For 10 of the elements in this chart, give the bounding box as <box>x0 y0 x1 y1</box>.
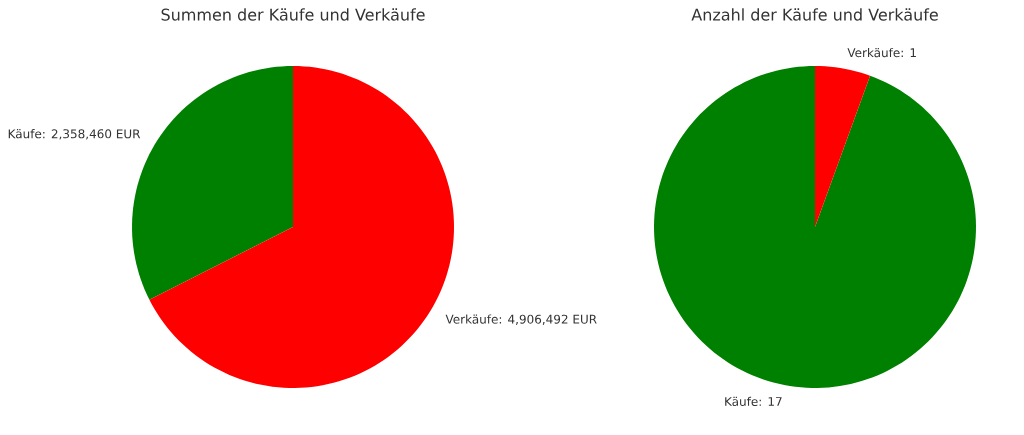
chart-title: Anzahl der Käufe und Verkäufe <box>691 8 938 21</box>
chart-title: Summen der Käufe und Verkäufe <box>161 8 425 21</box>
data-label: : 1 <box>901 48 916 58</box>
slice-label: Käufe <box>8 129 42 139</box>
slice-label: Verkäufe <box>445 314 498 324</box>
slice-label: Käufe <box>725 396 758 407</box>
slice-label: Verkäufe <box>847 47 900 58</box>
data-label: : 2,358,460 EUR <box>43 129 141 140</box>
data-label: : 17 <box>759 397 782 406</box>
data-label: : 4,906,492 EUR <box>499 314 597 325</box>
